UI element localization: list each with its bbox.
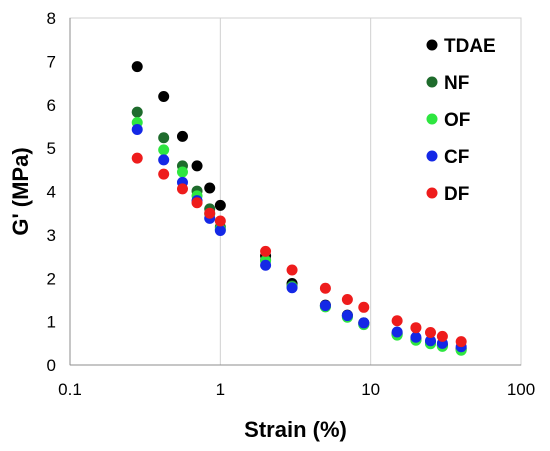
y-tick-label: 5 bbox=[47, 139, 56, 158]
data-point bbox=[131, 61, 143, 73]
y-tick-label: 2 bbox=[47, 269, 56, 288]
legend-marker-tdae bbox=[426, 39, 438, 51]
data-point bbox=[191, 197, 203, 209]
data-point bbox=[260, 259, 272, 271]
tick-labels: 0 1 2 3 4 5 6 7 8 0.1 1 10 100 bbox=[47, 9, 536, 399]
x-tick-label: 1 bbox=[216, 380, 225, 399]
data-point bbox=[214, 215, 226, 227]
legend-marker-df bbox=[426, 187, 438, 199]
data-point bbox=[191, 160, 203, 172]
y-tick-label: 3 bbox=[47, 226, 56, 245]
data-point bbox=[424, 326, 436, 338]
series-tdae bbox=[131, 61, 467, 355]
legend-label-cf: CF bbox=[444, 147, 469, 168]
y-tick-label: 1 bbox=[47, 313, 56, 332]
legend-label-nf: NF bbox=[444, 73, 469, 94]
series-of bbox=[131, 117, 467, 356]
data-point bbox=[158, 154, 170, 166]
data-point bbox=[391, 315, 403, 327]
data-point bbox=[176, 183, 188, 195]
data-point bbox=[410, 331, 422, 343]
legend-label-df: DF bbox=[444, 184, 469, 205]
data-points bbox=[131, 61, 467, 356]
series-df bbox=[131, 152, 467, 348]
data-point bbox=[341, 294, 353, 306]
data-point bbox=[158, 144, 170, 156]
y-tick-label: 8 bbox=[47, 9, 56, 28]
legend-label-of: OF bbox=[444, 110, 470, 131]
data-point bbox=[424, 335, 436, 347]
y-tick-label: 0 bbox=[47, 356, 56, 375]
axes bbox=[69, 18, 521, 366]
data-point bbox=[131, 106, 143, 118]
x-tick-label: 10 bbox=[361, 380, 380, 399]
legend-label-tdae: TDAE bbox=[444, 36, 496, 57]
x-tick-label: 100 bbox=[507, 380, 535, 399]
data-point bbox=[176, 166, 188, 178]
data-point bbox=[319, 282, 331, 294]
legend: TDAE NF OF CF DF bbox=[426, 36, 496, 205]
data-point bbox=[131, 123, 143, 135]
data-point bbox=[410, 322, 422, 334]
data-point bbox=[436, 330, 448, 342]
data-point bbox=[204, 207, 216, 219]
x-axis-title: Strain (%) bbox=[244, 417, 347, 442]
data-point bbox=[131, 152, 143, 164]
legend-marker-of bbox=[426, 113, 438, 125]
data-point bbox=[158, 168, 170, 180]
data-point bbox=[260, 245, 272, 257]
data-point bbox=[204, 182, 216, 194]
data-point bbox=[319, 300, 331, 312]
data-point bbox=[158, 91, 170, 103]
y-axis-title: G' (MPa) bbox=[8, 147, 33, 235]
y-tick-label: 4 bbox=[47, 183, 56, 202]
series-cf bbox=[131, 123, 467, 353]
y-tick-label: 6 bbox=[47, 96, 56, 115]
x-tick-label: 0.1 bbox=[58, 380, 82, 399]
data-point bbox=[286, 282, 298, 294]
data-point bbox=[455, 336, 467, 348]
data-point bbox=[286, 264, 298, 276]
data-point bbox=[341, 310, 353, 322]
data-point bbox=[214, 199, 226, 211]
legend-marker-nf bbox=[426, 76, 438, 88]
series-nf bbox=[131, 106, 467, 356]
data-point bbox=[358, 317, 370, 329]
data-point bbox=[358, 301, 370, 313]
data-point bbox=[158, 132, 170, 144]
data-point bbox=[391, 326, 403, 338]
legend-marker-cf bbox=[426, 150, 438, 162]
data-point bbox=[176, 130, 188, 142]
y-tick-label: 7 bbox=[47, 52, 56, 71]
data-point bbox=[214, 225, 226, 237]
